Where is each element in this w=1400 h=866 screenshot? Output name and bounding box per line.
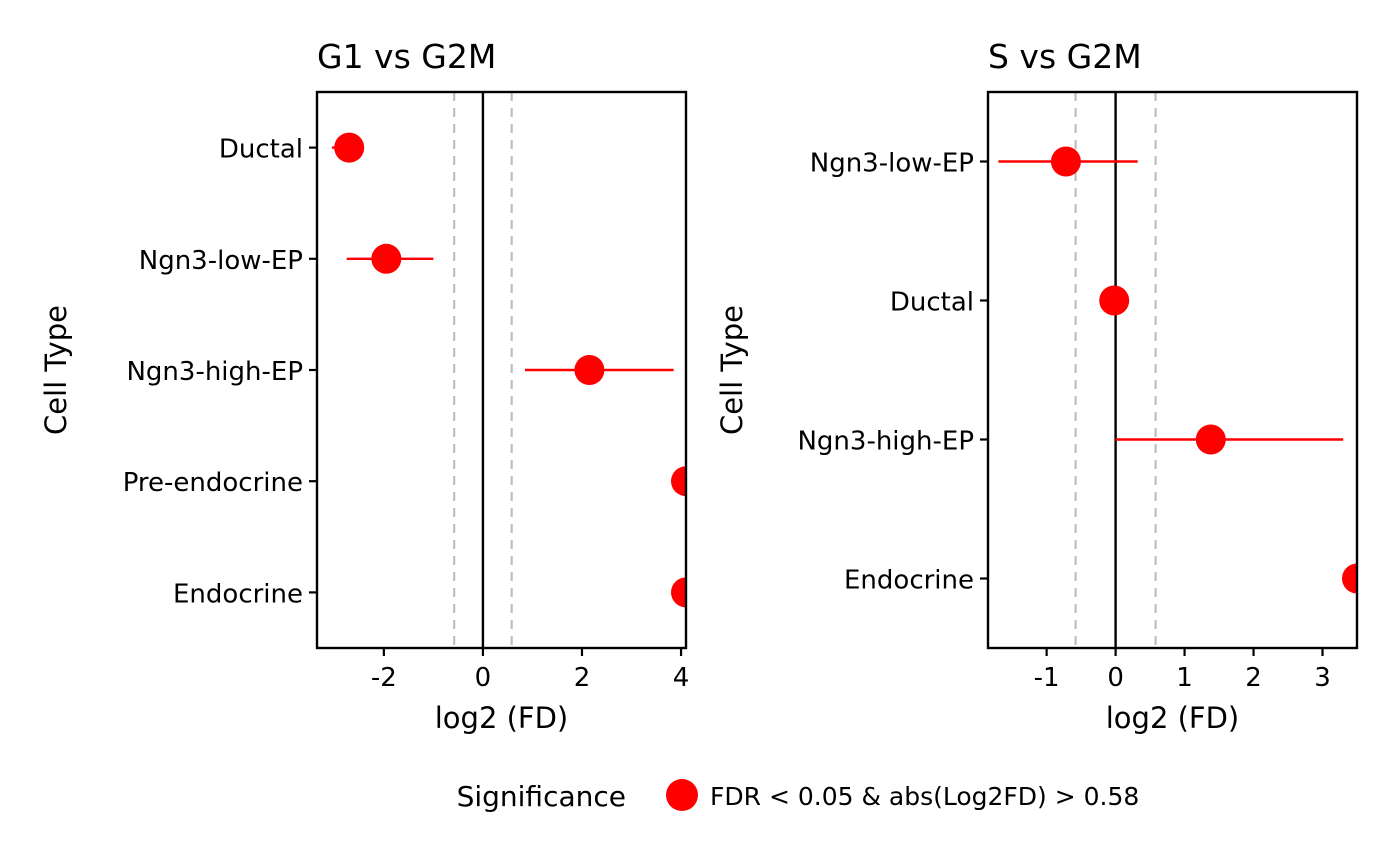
x-tick-label-2: 1 [1176, 663, 1193, 693]
y-axis-title: Cell Type [715, 305, 749, 435]
y-tick-label-endocrine: Endocrine [844, 566, 974, 596]
panel-frame [986, 90, 1359, 650]
panel-s-vs-g2m: Ngn3-low-EP Ductal Ngn3-high-EP Endocrine -1… [715, 37, 1359, 735]
x-tick-label-3: 4 [673, 663, 690, 693]
point-ductal [334, 132, 365, 163]
x-tick-label-1: 0 [1107, 663, 1124, 693]
chart-title: S vs G2M [988, 37, 1142, 76]
legend-label-significant: FDR < 0.05 & abs(Log2FD) > 0.58 [710, 782, 1139, 811]
y-tick-label-ngn3-high-ep: Ngn3-high-EP [797, 427, 974, 457]
point-ngn3-high-ep [574, 355, 605, 385]
plot-area [331, 92, 686, 648]
x-tick-label-4: 3 [1314, 663, 1331, 693]
y-tick-label-ngn3-low-ep: Ngn3-low-EP [139, 246, 303, 276]
y-tick-label-endocrine: Endocrine [173, 579, 303, 609]
point-ngn3-high-ep [1195, 424, 1226, 455]
x-tick-label-3: 2 [1245, 663, 1262, 693]
y-tick-label-ngn3-low-ep: Ngn3-low-EP [810, 149, 974, 179]
legend-key-significant [666, 779, 698, 811]
y-axis-title: Cell Type [39, 305, 73, 435]
x-tick-label-1: 0 [475, 663, 492, 693]
point-endocrine [1342, 563, 1357, 594]
point-ngn3-low-ep [371, 243, 402, 274]
point-ngn3-low-ep [1050, 146, 1081, 177]
chart-title: G1 vs G2M [317, 37, 496, 76]
x-tick-label-0: -2 [371, 663, 397, 693]
y-tick-label-ductal: Ductal [890, 288, 974, 318]
legend-title: Significance [457, 780, 626, 813]
x-tick-label-0: -1 [1034, 663, 1060, 693]
legend: Significance FDR < 0.05 & abs(Log2FD) > … [457, 779, 1139, 813]
plot-area [998, 92, 1357, 648]
panel-g1-vs-g2m: Ductal Ngn3-low-EP Ngn3-high-EP Pre-endocri… [39, 37, 690, 735]
x-axis-title: log2 (FD) [1106, 701, 1240, 735]
y-tick-label-ngn3-high-ep: Ngn3-high-EP [126, 357, 303, 387]
x-tick-label-2: 2 [574, 663, 591, 693]
point-ductal [1099, 285, 1130, 316]
point-pre-endocrine [671, 466, 686, 497]
y-tick-label-ductal: Ductal [219, 135, 303, 165]
point-endocrine [671, 577, 686, 608]
x-axis-title: log2 (FD) [435, 701, 569, 735]
y-tick-label-pre-endocrine: Pre-endocrine [123, 468, 303, 498]
